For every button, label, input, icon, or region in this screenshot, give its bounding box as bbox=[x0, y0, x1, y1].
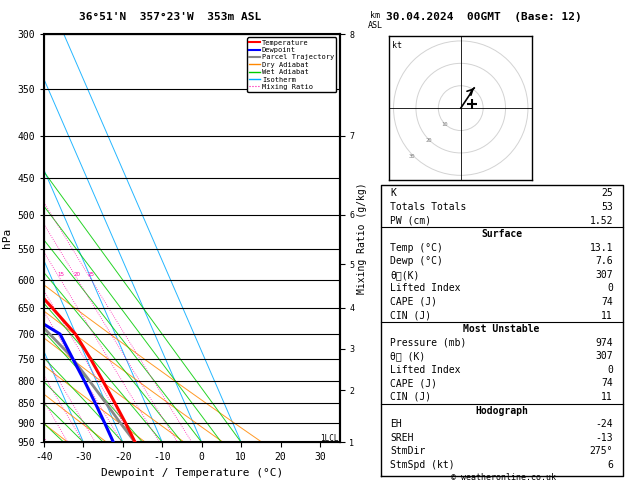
Text: 307: 307 bbox=[596, 270, 613, 280]
Text: PW (cm): PW (cm) bbox=[390, 216, 431, 226]
Text: 7.6: 7.6 bbox=[596, 256, 613, 266]
Text: StmSpd (kt): StmSpd (kt) bbox=[390, 460, 455, 470]
Text: Dewp (°C): Dewp (°C) bbox=[390, 256, 443, 266]
Text: © weatheronline.co.uk: © weatheronline.co.uk bbox=[451, 473, 555, 482]
Text: SREH: SREH bbox=[390, 433, 414, 443]
Text: Most Unstable: Most Unstable bbox=[464, 324, 540, 334]
Text: CAPE (J): CAPE (J) bbox=[390, 379, 437, 388]
Text: 11: 11 bbox=[601, 392, 613, 402]
Text: CIN (J): CIN (J) bbox=[390, 392, 431, 402]
X-axis label: Dewpoint / Temperature (°C): Dewpoint / Temperature (°C) bbox=[101, 468, 283, 478]
Text: Surface: Surface bbox=[481, 229, 522, 239]
Text: Pressure (mb): Pressure (mb) bbox=[390, 338, 467, 347]
Text: -13: -13 bbox=[596, 433, 613, 443]
Text: StmDir: StmDir bbox=[390, 446, 425, 456]
Text: θᴄ (K): θᴄ (K) bbox=[390, 351, 425, 361]
Text: 30: 30 bbox=[409, 154, 416, 159]
Text: 30.04.2024  00GMT  (Base: 12): 30.04.2024 00GMT (Base: 12) bbox=[386, 12, 582, 22]
Text: 0: 0 bbox=[607, 283, 613, 294]
Text: 6: 6 bbox=[607, 460, 613, 470]
Text: -24: -24 bbox=[596, 419, 613, 429]
Text: 25: 25 bbox=[601, 189, 613, 198]
Text: 275°: 275° bbox=[589, 446, 613, 456]
Text: CIN (J): CIN (J) bbox=[390, 311, 431, 321]
Text: 0: 0 bbox=[607, 365, 613, 375]
Text: Temp (°C): Temp (°C) bbox=[390, 243, 443, 253]
Text: km
ASL: km ASL bbox=[367, 11, 382, 30]
Text: θᴄ(K): θᴄ(K) bbox=[390, 270, 420, 280]
Text: Totals Totals: Totals Totals bbox=[390, 202, 467, 212]
Text: 974: 974 bbox=[596, 338, 613, 347]
Legend: Temperature, Dewpoint, Parcel Trajectory, Dry Adiabat, Wet Adiabat, Isotherm, Mi: Temperature, Dewpoint, Parcel Trajectory… bbox=[247, 37, 336, 92]
Text: 53: 53 bbox=[601, 202, 613, 212]
Text: K: K bbox=[390, 189, 396, 198]
Text: CAPE (J): CAPE (J) bbox=[390, 297, 437, 307]
Text: 1LCL: 1LCL bbox=[320, 434, 338, 443]
Text: 74: 74 bbox=[601, 379, 613, 388]
Text: 15: 15 bbox=[57, 272, 64, 277]
Text: Hodograph: Hodograph bbox=[475, 405, 528, 416]
Text: 20: 20 bbox=[425, 138, 431, 143]
Text: 11: 11 bbox=[601, 311, 613, 321]
Text: 20: 20 bbox=[74, 272, 81, 277]
Text: kt: kt bbox=[392, 41, 402, 50]
Text: 1.52: 1.52 bbox=[589, 216, 613, 226]
Text: 25: 25 bbox=[87, 272, 94, 277]
Text: 74: 74 bbox=[601, 297, 613, 307]
Y-axis label: Mixing Ratio (g/kg): Mixing Ratio (g/kg) bbox=[357, 182, 367, 294]
Y-axis label: hPa: hPa bbox=[2, 228, 12, 248]
Text: 307: 307 bbox=[596, 351, 613, 361]
Text: Lifted Index: Lifted Index bbox=[390, 365, 460, 375]
Text: 36°51'N  357°23'W  353m ASL: 36°51'N 357°23'W 353m ASL bbox=[79, 12, 261, 22]
Text: Lifted Index: Lifted Index bbox=[390, 283, 460, 294]
Text: EH: EH bbox=[390, 419, 402, 429]
Text: 10: 10 bbox=[442, 122, 448, 127]
Text: 13.1: 13.1 bbox=[589, 243, 613, 253]
